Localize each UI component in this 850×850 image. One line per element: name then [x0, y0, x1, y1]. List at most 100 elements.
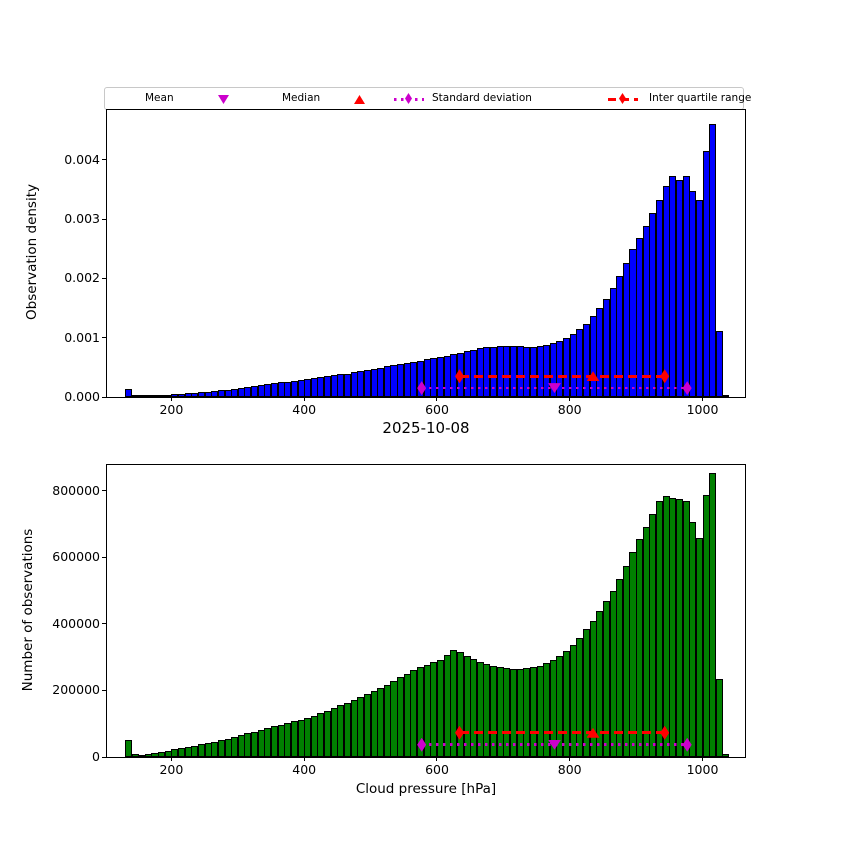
y-tick-label: 0.004 — [64, 151, 100, 167]
histogram-bar — [695, 538, 703, 757]
histogram-bar — [609, 287, 617, 397]
histogram-bar — [184, 393, 192, 397]
histogram-bar — [642, 526, 650, 757]
histogram-bar — [350, 700, 358, 757]
histogram-bar — [609, 590, 617, 757]
histogram-bar — [290, 380, 298, 397]
legend: Mean Median Standard deviation Inter qua… — [104, 87, 751, 110]
histogram-bar — [317, 377, 325, 397]
legend-label-iqr: Inter quartile range — [649, 92, 752, 104]
median-marker-icon — [586, 727, 600, 738]
histogram-bar — [543, 662, 551, 757]
histogram-bar — [217, 390, 225, 397]
histogram-bar — [277, 382, 285, 397]
histogram-bar — [244, 386, 252, 397]
histogram-bar — [602, 600, 610, 757]
histogram-bar — [317, 713, 325, 757]
histogram-bar — [417, 360, 425, 397]
histogram-bar — [563, 337, 571, 397]
histogram-bar — [556, 655, 564, 757]
y-tick-mark — [102, 689, 106, 691]
x-tick-mark — [569, 397, 571, 401]
histogram-bar — [224, 738, 232, 757]
histogram-bar — [450, 649, 458, 757]
histogram-bar — [324, 710, 332, 757]
histogram-bar — [164, 750, 172, 757]
histogram-bar — [430, 358, 438, 397]
inter-quartile-range-line — [459, 374, 665, 378]
histogram-bar — [251, 386, 259, 397]
std-deviation-right-diamond-icon — [682, 737, 692, 752]
histogram-bar — [675, 179, 683, 397]
y-tick-mark — [102, 218, 106, 220]
histogram-bar — [158, 751, 166, 757]
histogram-bar — [642, 225, 650, 397]
histogram-bar — [270, 726, 278, 757]
x-tick-label: 200 — [159, 402, 184, 417]
histogram-bar — [403, 362, 411, 397]
histogram-bar — [337, 705, 345, 757]
histogram-bar — [436, 357, 444, 397]
mean-marker-icon — [548, 383, 561, 394]
histogram-bar — [463, 655, 471, 757]
histogram-bar — [589, 620, 597, 757]
histogram-bar — [569, 334, 577, 397]
histogram-bar — [357, 697, 365, 757]
histogram-bar — [257, 385, 265, 397]
histogram-bar — [224, 389, 232, 397]
x-tick-mark — [436, 397, 438, 401]
histogram-bar — [257, 729, 265, 757]
histogram-bar — [430, 662, 438, 757]
y-tick-label: 200000 — [52, 682, 100, 698]
histogram-bar — [549, 343, 557, 397]
histogram-bar — [377, 687, 385, 757]
histogram-bar — [197, 392, 205, 397]
histogram-bar — [344, 702, 352, 757]
x-tick-label: 600 — [425, 402, 449, 417]
histogram-bar — [138, 395, 146, 397]
histogram-bar — [649, 514, 657, 757]
histogram-bar — [330, 375, 338, 397]
histogram-bar — [264, 728, 272, 757]
histogram-bar — [191, 745, 199, 757]
histogram-bar — [244, 733, 252, 757]
histogram-bar — [509, 345, 517, 397]
histogram-bar — [516, 668, 524, 757]
histogram-bar — [383, 684, 391, 757]
histogram-bar — [583, 323, 591, 397]
std-deviation-left-diamond-icon — [417, 381, 427, 396]
histogram-bar — [702, 151, 710, 397]
y-tick-mark — [102, 756, 106, 758]
histogram-bar — [662, 495, 670, 757]
histogram-bar — [470, 658, 478, 757]
histogram-bar — [516, 346, 524, 397]
histogram-bar — [251, 731, 259, 757]
y-tick-label: 800000 — [52, 482, 100, 498]
x-tick-label: 400 — [292, 402, 317, 417]
histogram-bar — [529, 346, 537, 397]
histogram-bar — [503, 667, 511, 757]
histogram-bar — [523, 346, 531, 397]
histogram-bar — [456, 651, 464, 757]
y-tick-mark — [102, 623, 106, 625]
histogram-bar — [563, 651, 571, 757]
x-tick-label: 1000 — [686, 762, 719, 777]
histogram-bar — [410, 670, 418, 757]
iqr-right-diamond-icon — [660, 369, 670, 384]
x-tick-mark — [170, 397, 172, 401]
histogram-bar — [536, 346, 544, 397]
x-tick-label: 200 — [159, 762, 184, 777]
histogram-bar — [164, 394, 172, 397]
histogram-bar — [144, 754, 152, 757]
histogram-bar — [656, 500, 664, 757]
histogram-bar — [178, 748, 186, 757]
histogram-bar — [304, 378, 312, 397]
histogram-bar — [549, 659, 557, 757]
triangle-up-icon — [354, 95, 365, 104]
histogram-bar — [689, 190, 697, 397]
legend-label-std: Standard deviation — [432, 92, 532, 104]
histogram-bar — [310, 715, 318, 757]
histogram-bar — [370, 691, 378, 757]
legend-label-mean: Mean — [145, 92, 174, 104]
y-tick-mark — [102, 396, 106, 398]
